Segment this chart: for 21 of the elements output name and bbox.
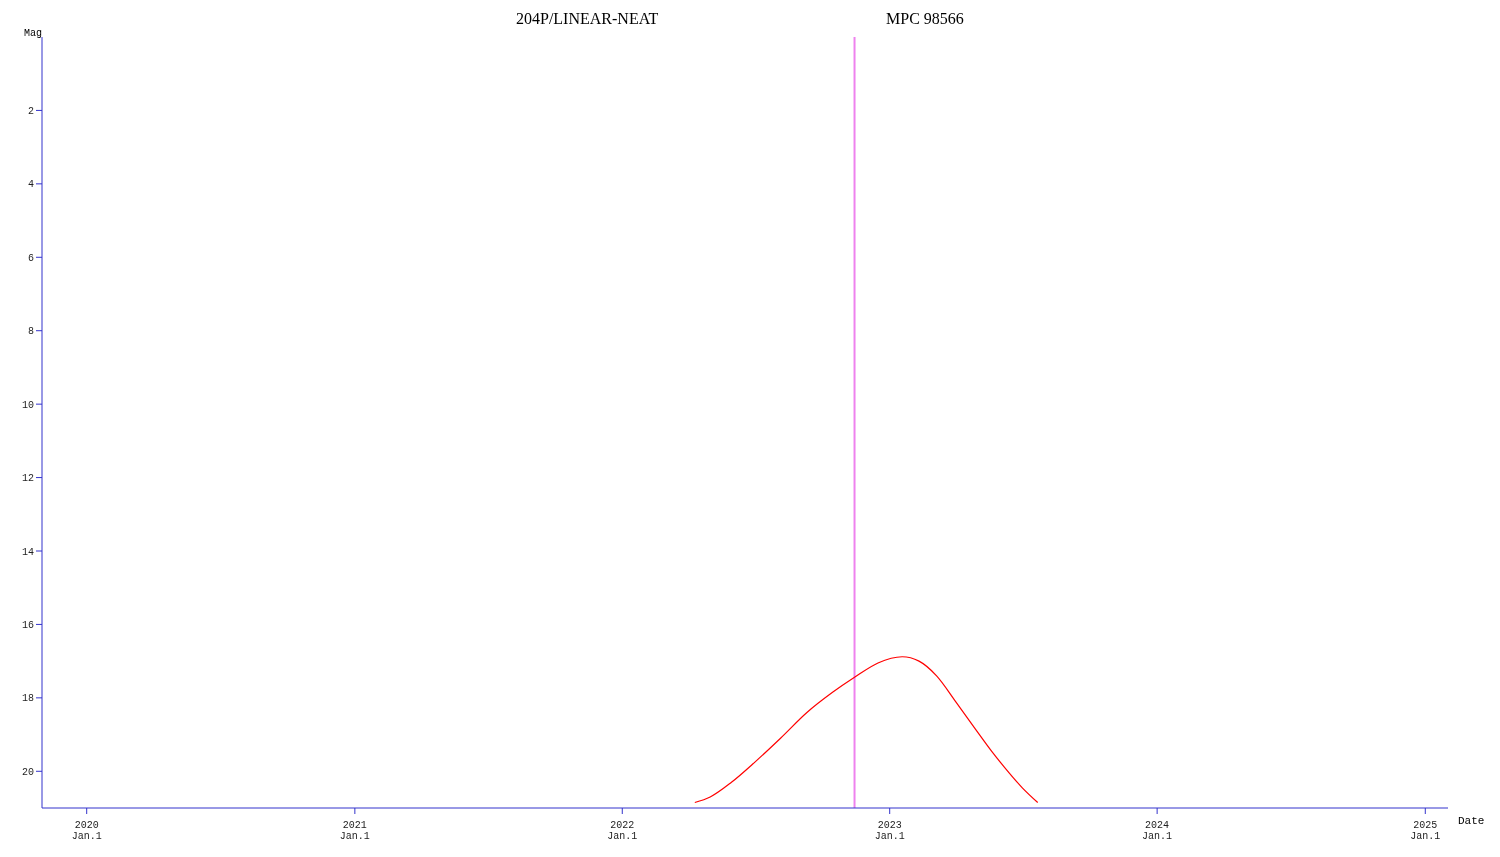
y-tick-label: 2: [27, 105, 34, 117]
x-tick-label: 2023 Jan.1: [874, 820, 905, 842]
y-tick-label: 4: [27, 179, 34, 191]
y-tick-label: 20: [21, 766, 34, 778]
x-tick-label: 2025 Jan.1: [1410, 820, 1441, 842]
x-tick-label: 2022 Jan.1: [607, 820, 638, 842]
y-tick-label: 8: [27, 326, 34, 338]
y-tick-label: 6: [27, 252, 34, 264]
y-tick-label: 12: [21, 473, 34, 485]
x-tick-label: 2024 Jan.1: [1142, 820, 1173, 842]
chart-subtitle: MPC 98566: [886, 10, 964, 28]
y-tick-label: 10: [21, 399, 34, 411]
y-tick-label: 18: [21, 693, 34, 705]
y-tick-label: 16: [21, 619, 34, 631]
x-axis-title: Date: [1458, 815, 1485, 827]
x-tick-label: 2021 Jan.1: [339, 820, 370, 842]
x-tick-label: 2020 Jan.1: [71, 820, 102, 842]
line-series: [694, 656, 1039, 804]
chart-title: 204P/LINEAR-NEAT: [516, 10, 659, 28]
y-axis-title: Mag: [24, 28, 43, 39]
y-tick-label: 14: [21, 546, 34, 558]
